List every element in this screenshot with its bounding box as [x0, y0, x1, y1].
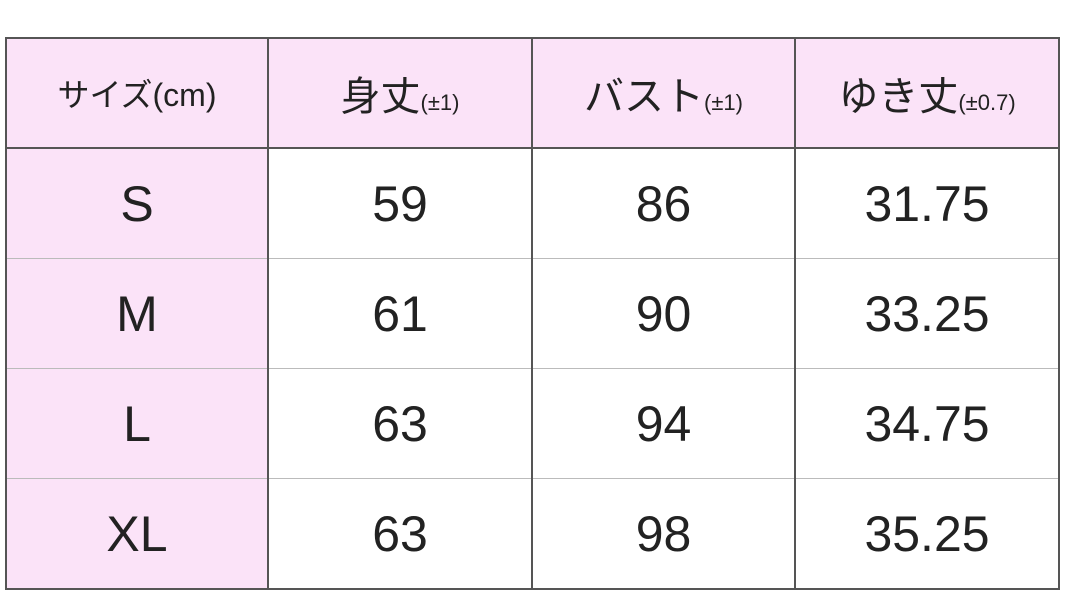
length-cell: 63 [267, 478, 533, 590]
sleeve-cell: 31.75 [794, 147, 1060, 259]
sleeve-cell: 33.25 [794, 258, 1060, 369]
size-cell: L [5, 368, 269, 479]
header-sleeve: ゆき丈(±0.7) [794, 37, 1060, 149]
header-bust: バスト(±1) [531, 37, 796, 149]
size-cell: XL [5, 478, 269, 590]
size-cell: S [5, 147, 269, 259]
bust-cell: 86 [531, 147, 796, 259]
size-chart-table: サイズ(cm) 身丈(±1) バスト(±1) ゆき丈(±0.7) S 59 86… [5, 37, 1060, 590]
header-size: サイズ(cm) [5, 37, 269, 149]
length-cell: 63 [267, 368, 533, 479]
table-row: L 63 94 34.75 [5, 368, 1060, 479]
sleeve-cell: 34.75 [794, 368, 1060, 479]
bust-cell: 98 [531, 478, 796, 590]
length-cell: 61 [267, 258, 533, 369]
table-row: XL 63 98 35.25 [5, 478, 1060, 590]
length-cell: 59 [267, 147, 533, 259]
size-cell: M [5, 258, 269, 369]
table-row: S 59 86 31.75 [5, 147, 1060, 259]
sleeve-cell: 35.25 [794, 478, 1060, 590]
header-length: 身丈(±1) [267, 37, 533, 149]
header-row: サイズ(cm) 身丈(±1) バスト(±1) ゆき丈(±0.7) [5, 37, 1060, 149]
bust-cell: 90 [531, 258, 796, 369]
bust-cell: 94 [531, 368, 796, 479]
table-row: M 61 90 33.25 [5, 258, 1060, 369]
